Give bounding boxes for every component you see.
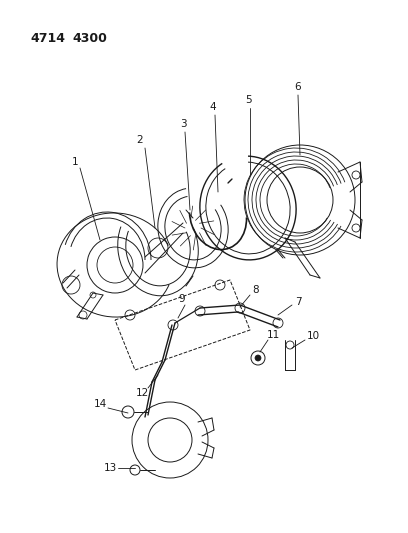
Text: 1: 1: [72, 157, 78, 167]
Text: 3: 3: [180, 119, 186, 129]
Text: 7: 7: [295, 297, 302, 307]
Text: 11: 11: [266, 330, 279, 340]
Text: 9: 9: [179, 294, 185, 304]
Text: 10: 10: [306, 331, 319, 341]
Text: 4300: 4300: [72, 31, 107, 44]
Text: 6: 6: [295, 82, 302, 92]
Text: 4714: 4714: [30, 31, 65, 44]
Text: 4: 4: [210, 102, 216, 112]
Circle shape: [255, 355, 261, 361]
Text: 8: 8: [253, 285, 259, 295]
Text: 5: 5: [245, 95, 251, 105]
Text: 2: 2: [137, 135, 143, 145]
Text: 14: 14: [93, 399, 106, 409]
Text: 12: 12: [135, 388, 149, 398]
Text: 13: 13: [103, 463, 117, 473]
